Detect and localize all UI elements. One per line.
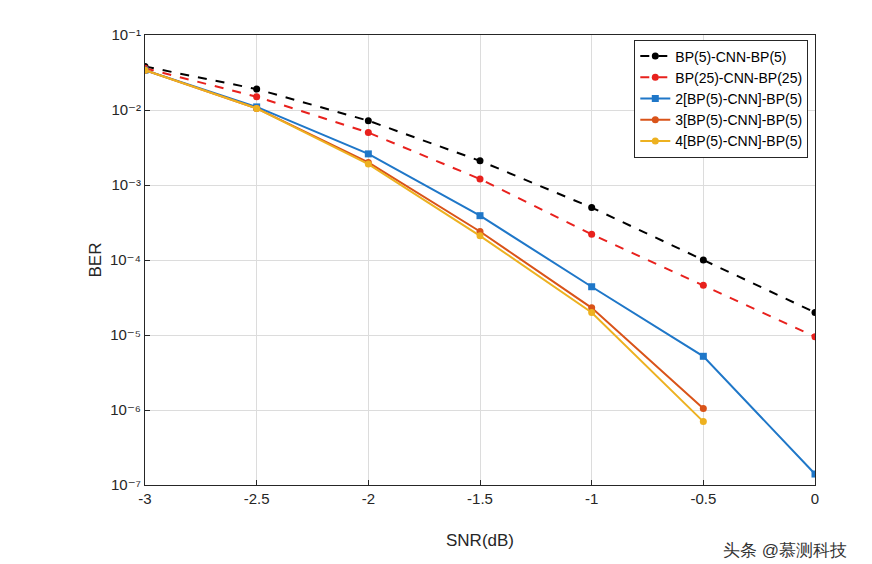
- svg-text:BER: BER: [86, 243, 105, 278]
- svg-text:-1.5: -1.5: [467, 490, 493, 507]
- svg-text:头条 @慕测科技: 头条 @慕测科技: [723, 541, 847, 560]
- svg-text:BP(25)-CNN-BP(25): BP(25)-CNN-BP(25): [675, 70, 802, 86]
- svg-text:10⁻⁵: 10⁻⁵: [110, 326, 141, 343]
- svg-text:10⁻⁷: 10⁻⁷: [111, 476, 141, 493]
- svg-text:-1: -1: [585, 490, 598, 507]
- svg-text:10⁻²: 10⁻²: [111, 101, 141, 118]
- svg-text:BP(5)-CNN-BP(5): BP(5)-CNN-BP(5): [675, 49, 786, 65]
- svg-text:SNR(dB): SNR(dB): [446, 531, 514, 550]
- svg-text:10⁻⁴: 10⁻⁴: [110, 251, 141, 268]
- svg-text:10⁻¹: 10⁻¹: [111, 26, 141, 43]
- svg-text:-2.5: -2.5: [244, 490, 270, 507]
- svg-text:-3: -3: [138, 490, 151, 507]
- svg-text:10⁻³: 10⁻³: [111, 176, 141, 193]
- svg-text:3[BP(5)-CNN]-BP(5): 3[BP(5)-CNN]-BP(5): [675, 112, 802, 128]
- svg-text:2[BP(5)-CNN]-BP(5): 2[BP(5)-CNN]-BP(5): [675, 91, 802, 107]
- svg-text:4[BP(5)-CNN]-BP(5): 4[BP(5)-CNN]-BP(5): [675, 133, 802, 149]
- svg-text:-2: -2: [362, 490, 375, 507]
- svg-text:0: 0: [811, 490, 819, 507]
- svg-text:10⁻⁶: 10⁻⁶: [110, 401, 141, 418]
- svg-text:-0.5: -0.5: [690, 490, 716, 507]
